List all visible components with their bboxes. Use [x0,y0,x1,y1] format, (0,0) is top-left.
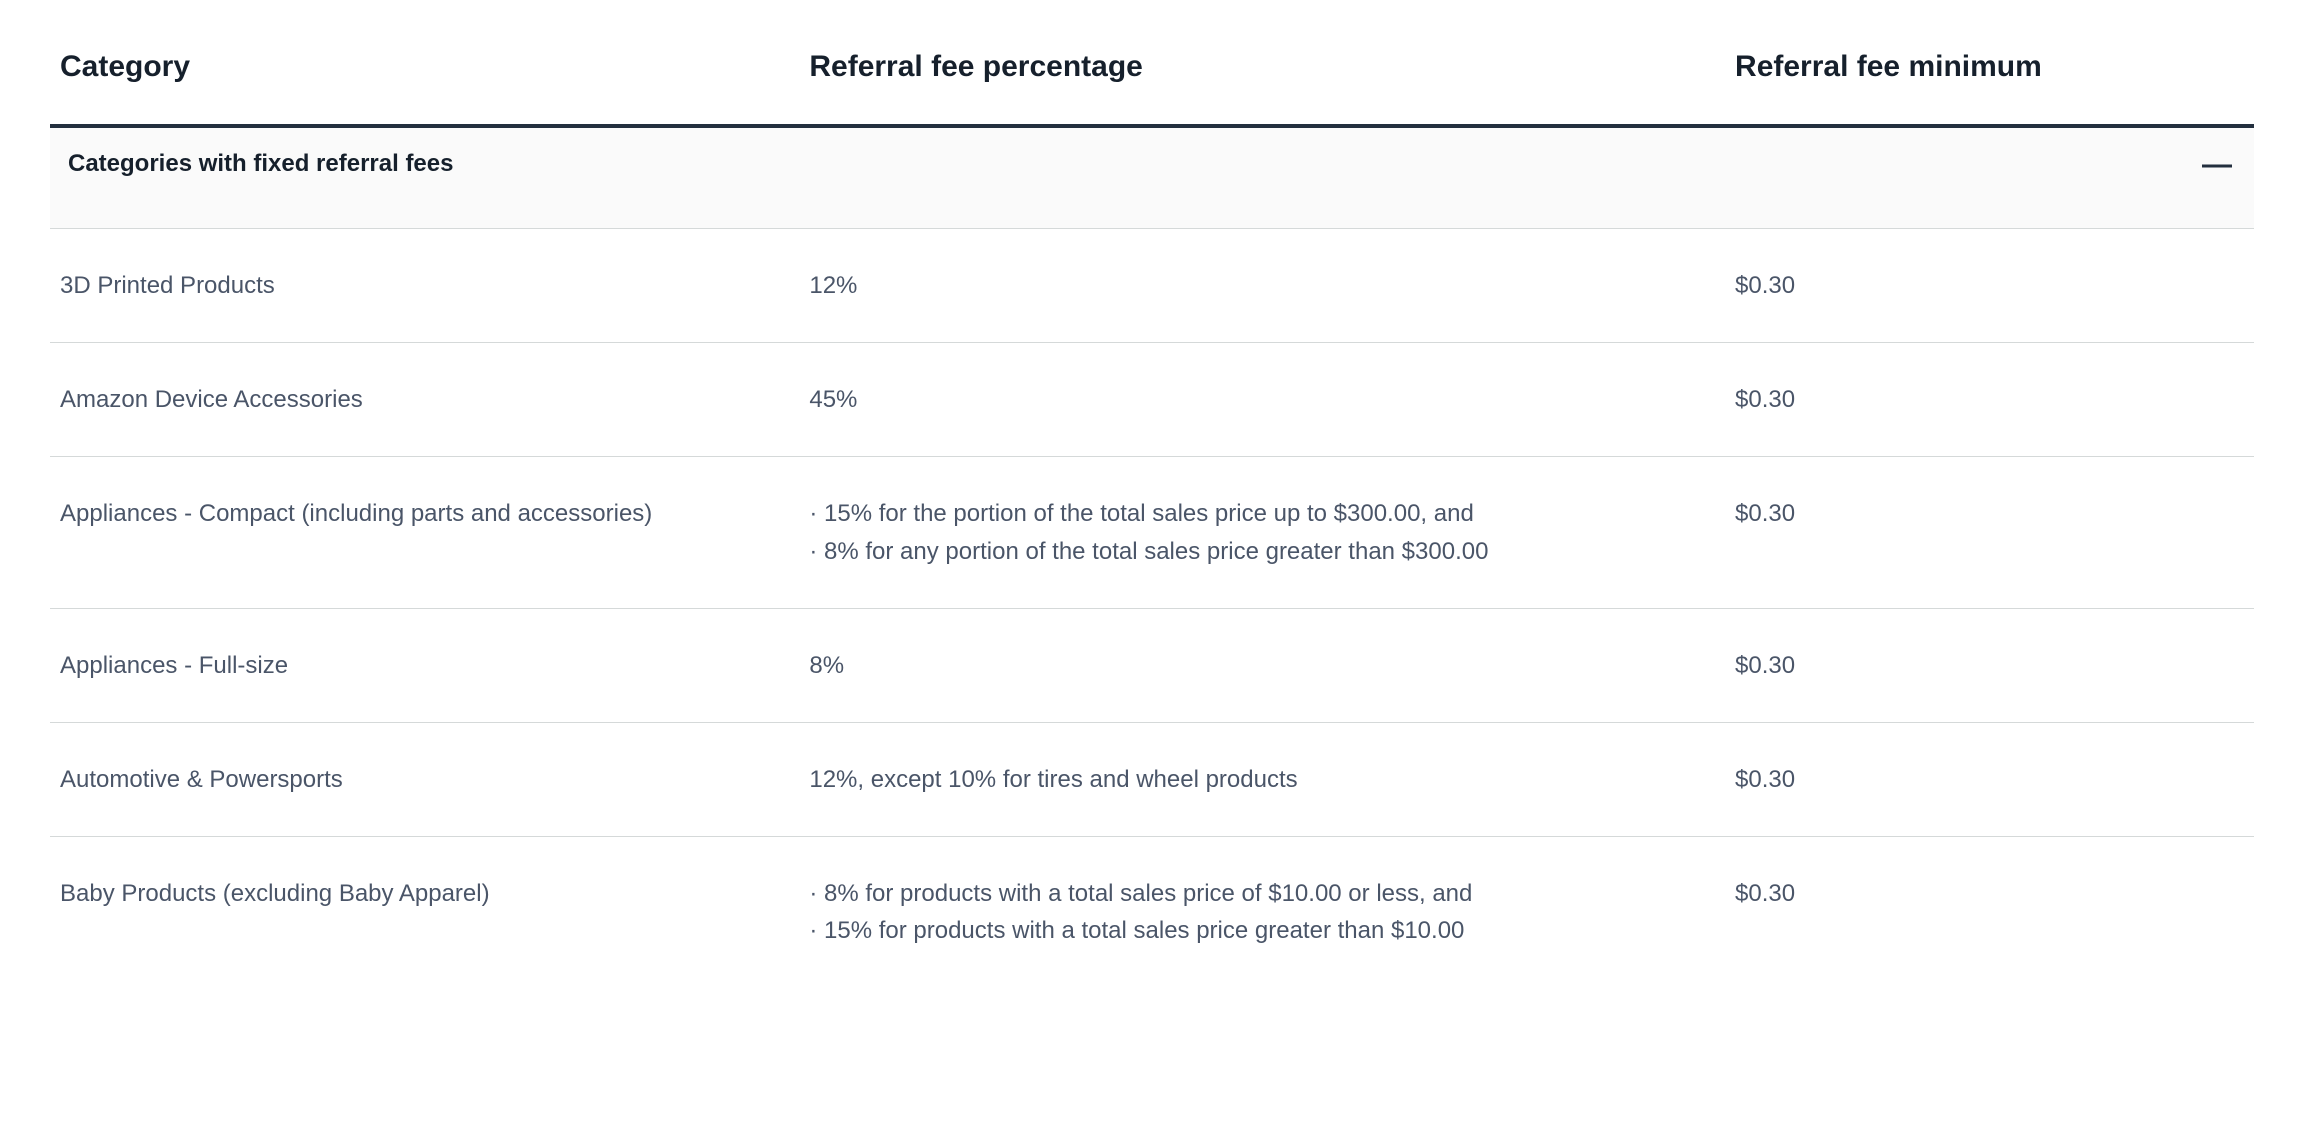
pct-line: · 15% for the portion of the total sales… [809,495,1715,532]
table-row: Appliances - Compact (including parts an… [50,457,2254,608]
col-header-category: Category [50,30,799,126]
table-row: 3D Printed Products 12% $0.30 [50,229,2254,343]
pct-line: · 8% for products with a total sales pri… [809,875,1715,912]
pct-line: 12% [809,267,1715,304]
pct-line: 8% [809,647,1715,684]
cell-minimum: $0.30 [1725,343,2254,457]
cell-minimum: $0.30 [1725,722,2254,836]
table-row: Baby Products (excluding Baby Apparel) ·… [50,837,2254,988]
pct-line: · 8% for any portion of the total sales … [809,533,1715,570]
table-row: Appliances - Full-size 8% $0.30 [50,608,2254,722]
cell-category: Appliances - Compact (including parts an… [50,457,799,608]
cell-category: Amazon Device Accessories [50,343,799,457]
section-row-fixed-fees[interactable]: Categories with fixed referral fees — [50,126,2254,229]
cell-percentage: · 8% for products with a total sales pri… [799,837,1725,988]
pct-line: 45% [809,381,1715,418]
cell-category: Baby Products (excluding Baby Apparel) [50,837,799,988]
cell-minimum: $0.30 [1725,837,2254,988]
cell-category: Automotive & Powersports [50,722,799,836]
pct-line: · 15% for products with a total sales pr… [809,912,1715,949]
cell-minimum: $0.30 [1725,608,2254,722]
table-row: Automotive & Powersports 12%, except 10%… [50,722,2254,836]
cell-minimum: $0.30 [1725,457,2254,608]
collapse-icon[interactable]: — [2202,150,2232,180]
table-header-row: Category Referral fee percentage Referra… [50,30,2254,126]
cell-percentage: 45% [799,343,1725,457]
col-header-percentage: Referral fee percentage [799,30,1725,126]
col-header-minimum: Referral fee minimum [1725,30,2254,126]
section-title: Categories with fixed referral fees [68,150,453,177]
cell-category: 3D Printed Products [50,229,799,343]
table-row: Amazon Device Accessories 45% $0.30 [50,343,2254,457]
cell-percentage: 8% [799,608,1725,722]
pct-line: 12%, except 10% for tires and wheel prod… [809,761,1715,798]
cell-percentage: · 15% for the portion of the total sales… [799,457,1725,608]
cell-category: Appliances - Full-size [50,608,799,722]
cell-minimum: $0.30 [1725,229,2254,343]
referral-fee-table: Category Referral fee percentage Referra… [50,30,2254,988]
cell-percentage: 12% [799,229,1725,343]
cell-percentage: 12%, except 10% for tires and wheel prod… [799,722,1725,836]
